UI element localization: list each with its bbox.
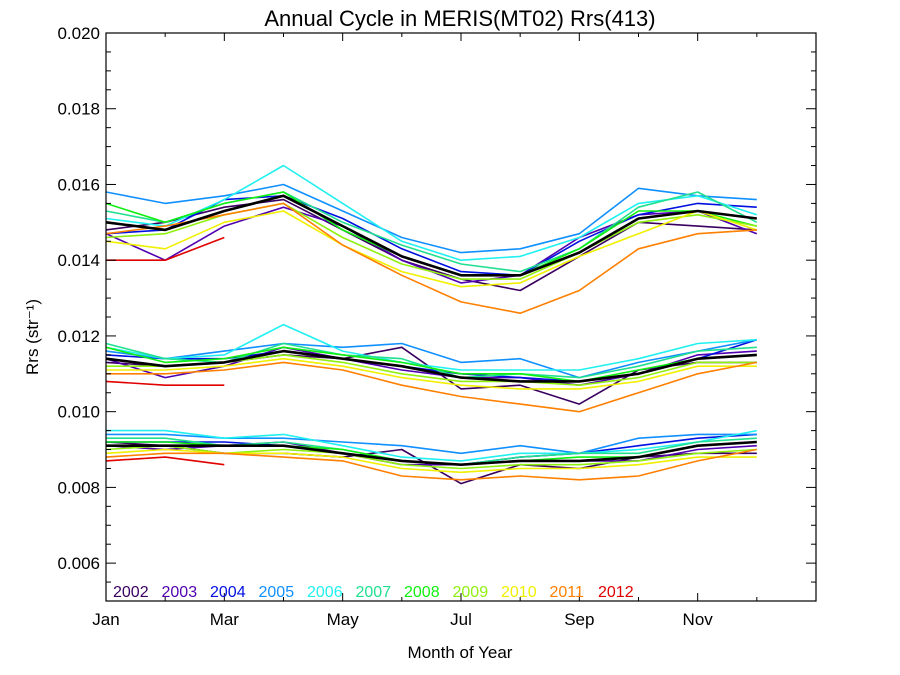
series-2010-line-1 xyxy=(105,210,758,288)
y-tick-label-0.006: 0.006 xyxy=(57,554,100,573)
series-2012-line-1 xyxy=(106,236,225,262)
x-tick-label-mar: Mar xyxy=(210,610,240,629)
x-tick-label-jul: Jul xyxy=(450,610,472,629)
mean-line-3 xyxy=(106,440,757,467)
series-2006-line-2 xyxy=(105,323,757,371)
series-2005-line-2 xyxy=(105,338,757,379)
legend-entry-2005: 2005 xyxy=(259,584,295,601)
y-tick-label-0.010: 0.010 xyxy=(57,403,100,422)
legend-entry-2012: 2012 xyxy=(598,584,634,601)
series-2011-line-3 xyxy=(105,448,757,481)
x-tick-label-sep: Sep xyxy=(564,610,594,629)
series-2006-line-3 xyxy=(106,429,757,462)
legend-entry-2006: 2006 xyxy=(307,584,343,601)
series-2012-line-3 xyxy=(105,456,225,466)
series-2002-line-1 xyxy=(105,198,757,292)
series-2004-line-1 xyxy=(105,195,757,277)
series-2008-line-2 xyxy=(105,346,757,383)
y-tick-label-0.016: 0.016 xyxy=(57,175,100,194)
mean-line-2 xyxy=(105,349,757,383)
legend-entry-2010: 2010 xyxy=(501,584,537,601)
series-2009-line-1 xyxy=(105,202,757,280)
series-2008-line-1 xyxy=(105,191,757,277)
x-tick-label-jan: Jan xyxy=(92,610,119,629)
plot-lines xyxy=(105,164,758,485)
series-2011-line-2 xyxy=(106,361,757,413)
y-axis-label: Rrs (str⁻¹) xyxy=(23,299,42,375)
legend-entry-2004: 2004 xyxy=(210,584,246,601)
legend-entry-2008: 2008 xyxy=(404,584,440,601)
legend-entry-2002: 2002 xyxy=(113,584,149,601)
legend-entry-2003: 2003 xyxy=(162,584,198,601)
legend: 2002 2003 2004 2005 2006 2007 2008 2009 2010 2011… xyxy=(113,584,634,601)
y-tick-label-0.008: 0.008 xyxy=(57,478,100,497)
y-tick-label-0.014: 0.014 xyxy=(57,251,100,270)
plot-frame xyxy=(105,32,817,602)
series-2012-line-2 xyxy=(105,380,225,387)
legend-entry-2007: 2007 xyxy=(356,584,392,601)
x-tick-label-may: May xyxy=(327,610,360,629)
x-tick-label-nov: Nov xyxy=(683,610,714,629)
legend-entry-2009: 2009 xyxy=(453,584,489,601)
series-2011-line-1 xyxy=(105,202,757,315)
legend-entry-2011: 2011 xyxy=(550,584,585,601)
mean-line-1 xyxy=(105,194,757,277)
y-axis-ticks: 0.006 0.008 0.010 0.012 0.014 0.016 0.018 0.020 xyxy=(57,24,816,583)
y-tick-label-0.018: 0.018 xyxy=(57,100,100,119)
x-axis-ticks: Jan Mar May Jul Sep Nov xyxy=(92,33,758,629)
series-2010-line-2 xyxy=(106,357,757,390)
x-axis-label: Month of Year xyxy=(408,643,513,662)
series-2005-line-1 xyxy=(105,183,757,254)
y-tick-label-0.020: 0.020 xyxy=(57,24,100,43)
y-tick-label-0.012: 0.012 xyxy=(57,327,100,346)
series-2006-line-1 xyxy=(105,164,758,262)
chart-title: Annual Cycle in MERIS(MT02) Rrs(413) xyxy=(264,6,655,31)
